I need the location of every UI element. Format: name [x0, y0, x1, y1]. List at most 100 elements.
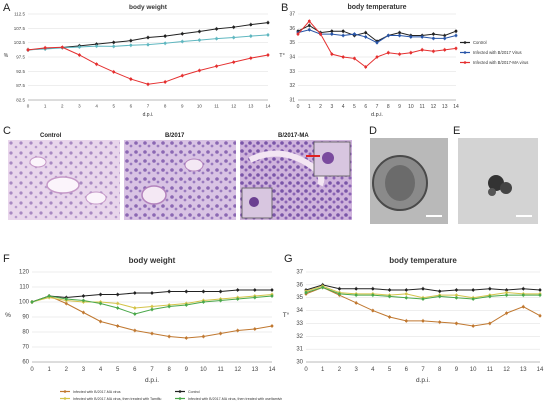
- legend-label: Control: [188, 390, 200, 394]
- data-point: [167, 305, 171, 308]
- micrograph-label-b2017-ma: B/2017-MA: [278, 133, 309, 139]
- data-point: [150, 305, 154, 308]
- x-tick-label: 2: [319, 104, 322, 110]
- data-point: [146, 36, 150, 39]
- data-point: [538, 288, 542, 292]
- data-point: [404, 296, 408, 300]
- y-axis-label: T°: [279, 53, 285, 59]
- y-tick-label: 82.5: [16, 98, 25, 103]
- x-tick-label: 7: [421, 367, 425, 373]
- data-point: [270, 294, 274, 298]
- data-point: [112, 44, 116, 48]
- data-point: [133, 306, 137, 310]
- x-tick-label: 8: [387, 104, 390, 110]
- x-axis-label: d.p.i.: [416, 377, 430, 384]
- data-point: [455, 296, 458, 300]
- data-point: [82, 299, 85, 302]
- data-point: [219, 290, 222, 293]
- data-point: [454, 29, 458, 33]
- chart-title: body temperature: [389, 256, 457, 265]
- data-point: [438, 320, 442, 324]
- y-axis-label: %: [4, 53, 9, 59]
- y-tick-label: 32: [296, 334, 303, 340]
- y-tick-label: 30: [296, 360, 303, 366]
- y-tick-label: 33: [289, 69, 295, 75]
- data-point: [95, 44, 98, 48]
- legend-label: Infected with B/2017-MA virus: [473, 60, 528, 65]
- data-point: [454, 47, 458, 50]
- data-point: [330, 29, 334, 33]
- y-tick-label: 107.5: [14, 26, 26, 31]
- x-tick-label: 14: [265, 104, 271, 109]
- data-point: [236, 297, 240, 301]
- y-tick-label: 31: [289, 98, 295, 104]
- data-point: [167, 290, 171, 293]
- data-point: [521, 293, 525, 297]
- data-point: [388, 315, 391, 319]
- data-point: [43, 46, 47, 50]
- data-point: [432, 32, 435, 36]
- x-axis-label: d.p.i.: [145, 377, 159, 384]
- data-point: [253, 327, 257, 331]
- data-point: [432, 36, 435, 40]
- data-point: [215, 64, 218, 68]
- data-point: [249, 34, 253, 38]
- data-point: [198, 30, 201, 33]
- y-tick-label: 92.5: [16, 69, 25, 74]
- data-point: [304, 291, 308, 294]
- x-tick-label: 14: [269, 367, 276, 373]
- data-point: [338, 287, 341, 291]
- x-tick-label: 14: [453, 104, 459, 110]
- y-tick-label: 36: [289, 26, 295, 32]
- x-tick-label: 9: [398, 104, 401, 110]
- data-point: [521, 305, 525, 309]
- x-tick-label: 11: [420, 104, 425, 110]
- x-tick-label: 6: [364, 104, 367, 110]
- data-point: [266, 21, 270, 24]
- data-point: [404, 319, 408, 323]
- x-tick-label: 7: [147, 104, 150, 109]
- data-point: [505, 311, 508, 315]
- data-point: [219, 332, 222, 335]
- data-point: [420, 35, 424, 39]
- x-tick-label: 4: [342, 104, 345, 110]
- data-point: [296, 32, 300, 36]
- data-point: [398, 52, 401, 56]
- data-point: [236, 288, 240, 292]
- legend-marker: [178, 390, 182, 393]
- legend-marker: [463, 51, 467, 54]
- chart-title: body temperature: [347, 4, 406, 11]
- data-point: [409, 51, 413, 55]
- data-point: [150, 308, 154, 311]
- x-tick-label: 10: [470, 367, 477, 373]
- x-axis-label: d.p.i.: [371, 112, 383, 118]
- data-point: [330, 52, 334, 56]
- legend-marker: [63, 390, 67, 393]
- data-point: [454, 34, 458, 37]
- data-point: [421, 287, 425, 291]
- data-point: [364, 65, 368, 69]
- data-point: [64, 302, 68, 305]
- data-point: [338, 292, 341, 296]
- data-point: [129, 77, 133, 81]
- x-tick-label: 13: [252, 367, 259, 373]
- y-tick-label: 37: [289, 12, 295, 18]
- data-point: [78, 45, 81, 49]
- data-point: [375, 55, 379, 59]
- panel-label-a: A: [3, 2, 11, 14]
- data-point: [112, 40, 116, 44]
- data-point: [353, 57, 356, 60]
- x-tick-label: 8: [438, 367, 442, 373]
- data-point: [538, 314, 542, 318]
- data-point: [455, 288, 458, 292]
- x-tick-label: 9: [455, 367, 459, 373]
- data-point: [443, 34, 447, 37]
- data-point: [364, 31, 368, 35]
- y-tick-label: 80: [22, 330, 29, 336]
- legend-marker: [63, 397, 67, 400]
- data-point: [354, 287, 358, 291]
- data-point: [505, 288, 508, 292]
- panel-label-e: E: [453, 125, 461, 137]
- x-tick-label: 2: [61, 104, 64, 109]
